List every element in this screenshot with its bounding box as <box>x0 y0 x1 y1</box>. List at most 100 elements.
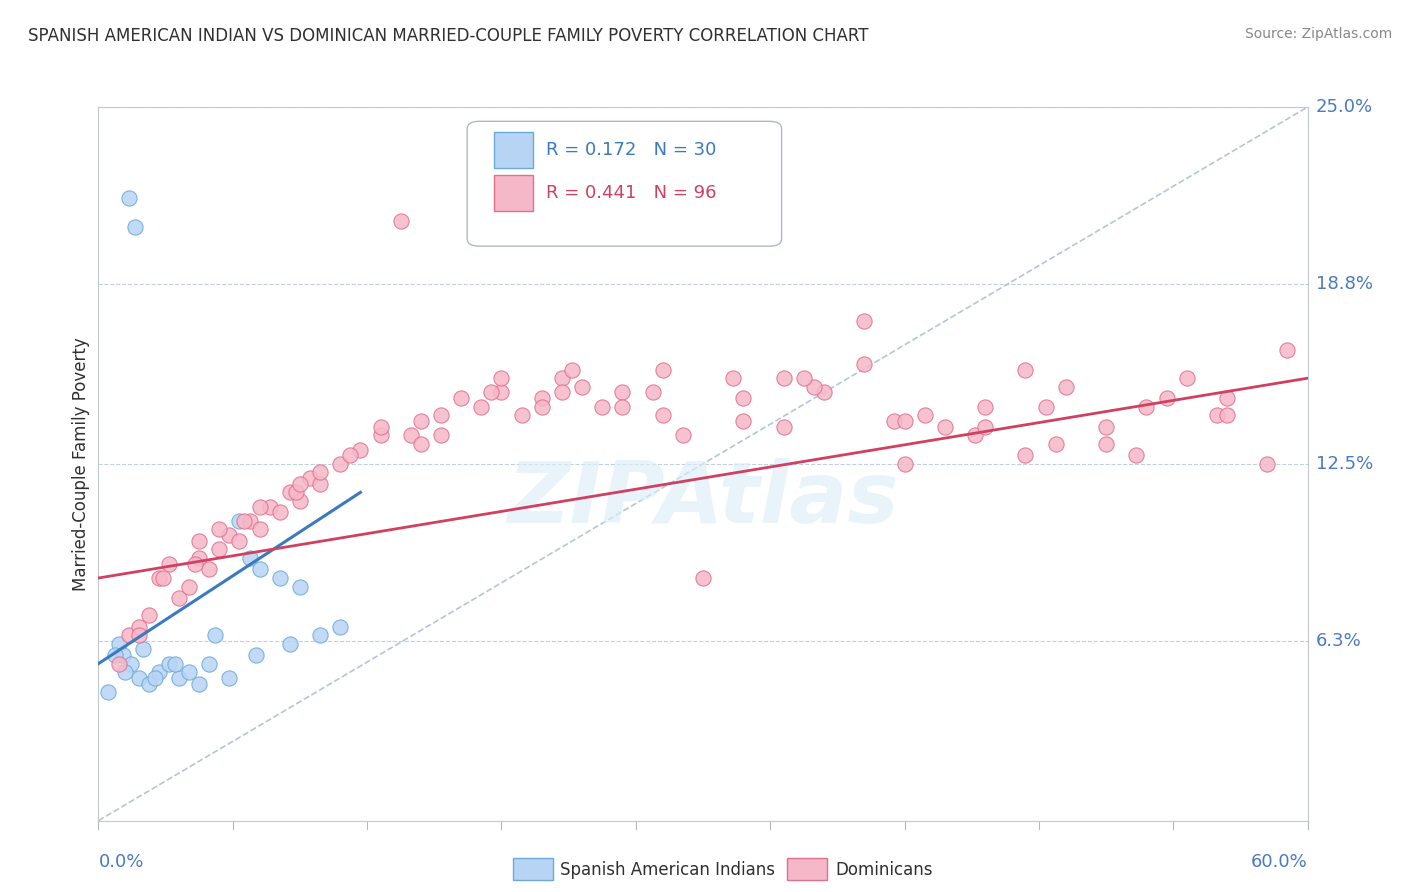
Point <box>974 400 997 414</box>
Point <box>491 371 513 385</box>
Point <box>974 419 997 434</box>
Text: 12.5%: 12.5% <box>1316 455 1374 473</box>
Point <box>430 409 453 423</box>
Point <box>1035 400 1057 414</box>
Text: 25.0%: 25.0% <box>1316 98 1374 116</box>
Point <box>409 437 432 451</box>
Point <box>148 665 170 680</box>
Point <box>198 562 221 576</box>
Point <box>157 557 180 571</box>
Point <box>179 665 201 680</box>
Point <box>124 219 146 234</box>
Point <box>1135 400 1157 414</box>
FancyBboxPatch shape <box>494 132 533 168</box>
Point <box>163 657 186 671</box>
Point <box>723 371 745 385</box>
Point <box>167 671 190 685</box>
Point <box>179 580 201 594</box>
Text: SPANISH AMERICAN INDIAN VS DOMINICAN MARRIED-COUPLE FAMILY POVERTY CORRELATION C: SPANISH AMERICAN INDIAN VS DOMINICAN MAR… <box>28 27 869 45</box>
Text: ZIPAtlas: ZIPAtlas <box>508 458 898 541</box>
Point <box>188 676 211 690</box>
Point <box>218 528 240 542</box>
Point <box>1216 391 1239 405</box>
Point <box>692 571 714 585</box>
Text: R = 0.172   N = 30: R = 0.172 N = 30 <box>546 141 716 159</box>
Point <box>883 414 905 428</box>
Point <box>188 533 211 548</box>
Point <box>450 391 472 405</box>
Point <box>530 391 553 405</box>
Point <box>1277 343 1299 357</box>
Point <box>641 385 664 400</box>
FancyBboxPatch shape <box>467 121 782 246</box>
Point <box>793 371 815 385</box>
Point <box>239 551 262 566</box>
Point <box>530 400 553 414</box>
Point <box>399 428 422 442</box>
Text: Source: ZipAtlas.com: Source: ZipAtlas.com <box>1244 27 1392 41</box>
Point <box>152 571 174 585</box>
Text: 6.3%: 6.3% <box>1316 632 1361 649</box>
Point <box>228 533 250 548</box>
Point <box>198 657 221 671</box>
Point <box>269 571 291 585</box>
Point <box>965 428 987 442</box>
Point <box>184 557 207 571</box>
Point <box>309 476 332 491</box>
Point <box>813 385 835 400</box>
Point <box>1216 409 1239 423</box>
Point <box>288 494 311 508</box>
Point <box>118 628 141 642</box>
Point <box>893 457 915 471</box>
Point <box>309 466 332 480</box>
Point <box>612 400 634 414</box>
Point <box>278 637 301 651</box>
Text: Spanish American Indians: Spanish American Indians <box>560 861 775 879</box>
Point <box>389 214 412 228</box>
Text: 0.0%: 0.0% <box>98 853 143 871</box>
Point <box>138 676 160 690</box>
Point <box>232 514 254 528</box>
Point <box>114 665 136 680</box>
Point <box>1125 448 1147 462</box>
Point <box>612 385 634 400</box>
Point <box>188 551 211 566</box>
Point <box>339 448 361 462</box>
Point <box>1206 409 1229 423</box>
Point <box>1095 419 1118 434</box>
Point <box>772 419 794 434</box>
Point <box>1095 437 1118 451</box>
Point <box>288 476 311 491</box>
Point <box>672 428 695 442</box>
Point <box>107 657 129 671</box>
Text: Dominicans: Dominicans <box>835 861 932 879</box>
Point <box>249 523 271 537</box>
Point <box>118 191 141 205</box>
Point <box>208 523 231 537</box>
Point <box>1156 391 1178 405</box>
Point <box>132 642 155 657</box>
Point <box>409 414 432 428</box>
Point <box>208 542 231 557</box>
Point <box>1256 457 1278 471</box>
Point <box>1014 362 1036 376</box>
Point <box>103 648 125 662</box>
Point <box>309 628 332 642</box>
Point <box>299 471 322 485</box>
Point <box>349 442 371 457</box>
Point <box>288 580 311 594</box>
Point <box>128 619 150 633</box>
Point <box>167 591 190 605</box>
Point <box>97 685 120 699</box>
Point <box>120 657 142 671</box>
Point <box>853 357 876 371</box>
Point <box>128 671 150 685</box>
Point <box>430 428 453 442</box>
Point <box>914 409 936 423</box>
Point <box>329 619 352 633</box>
Point <box>278 485 301 500</box>
Point <box>561 362 583 376</box>
Point <box>157 657 180 671</box>
Point <box>204 628 226 642</box>
Point <box>772 371 794 385</box>
